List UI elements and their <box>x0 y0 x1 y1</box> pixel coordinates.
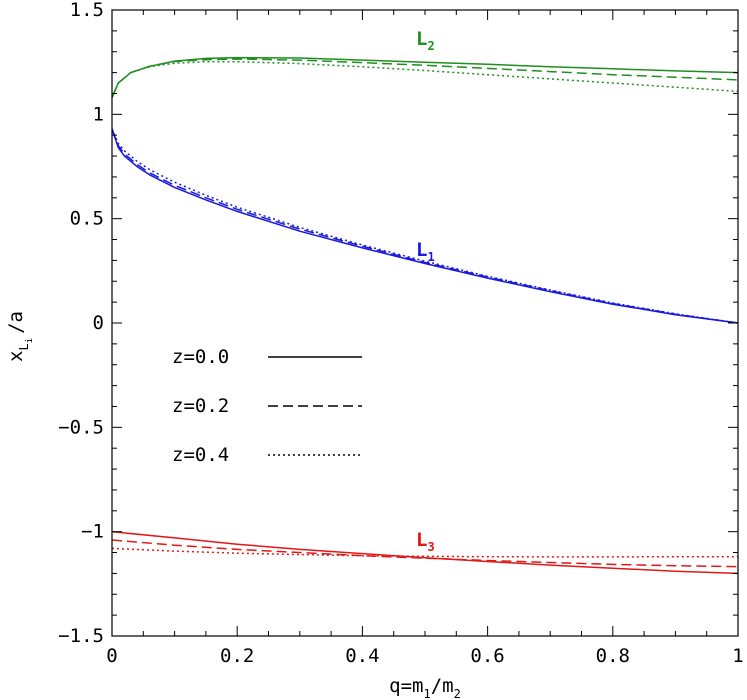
y-tick-label: 0.5 <box>70 208 104 230</box>
legend-label: z=0.4 <box>172 444 229 466</box>
series-l2-solid <box>111 56 739 98</box>
series-l1-solid <box>111 128 739 324</box>
y-tick-label: 0 <box>93 312 104 334</box>
x-tick-label: 0 <box>106 645 117 667</box>
y-tick-label: −1.5 <box>58 625 104 647</box>
series-layer <box>111 56 739 575</box>
x-tick-label: 0.6 <box>470 645 504 667</box>
curve-label-l3: L3 <box>416 529 435 554</box>
series-l3-dotted <box>111 547 738 558</box>
y-tick-label: −1 <box>81 521 104 543</box>
x-axis-label: q=m1/m2 <box>389 675 461 700</box>
curve-labels: L1 L2 L3 <box>416 28 435 554</box>
legend-label: z=0.0 <box>172 346 229 368</box>
x-tick-label: 0.4 <box>345 645 379 667</box>
x-tick-label: 1 <box>732 645 743 667</box>
y-axis-label: xLi/a <box>5 311 35 362</box>
series-l2-dotted <box>111 60 739 98</box>
curve-label-l1: L1 <box>416 239 435 264</box>
legend-label: z=0.2 <box>172 395 229 417</box>
x-tick-label: 0.2 <box>220 645 254 667</box>
y-tick-label: −0.5 <box>58 416 104 438</box>
series-l1-dotted <box>111 128 739 324</box>
curve-label-l2: L2 <box>416 28 435 53</box>
series-l1-dashed <box>111 128 739 324</box>
series-l3-solid <box>111 530 739 575</box>
legend: z=0.0 z=0.2 z=0.4 <box>172 346 362 466</box>
series-l2-dashed <box>111 58 739 98</box>
x-tick-label: 0.8 <box>596 645 630 667</box>
y-tick-label: 1 <box>93 103 104 125</box>
y-tick-label: 1.5 <box>70 0 104 21</box>
ticks-layer: 0 0.2 0.4 0.6 0.8 1 −1.5 −1 −0.5 0 0.5 1 1.5 <box>58 0 743 667</box>
